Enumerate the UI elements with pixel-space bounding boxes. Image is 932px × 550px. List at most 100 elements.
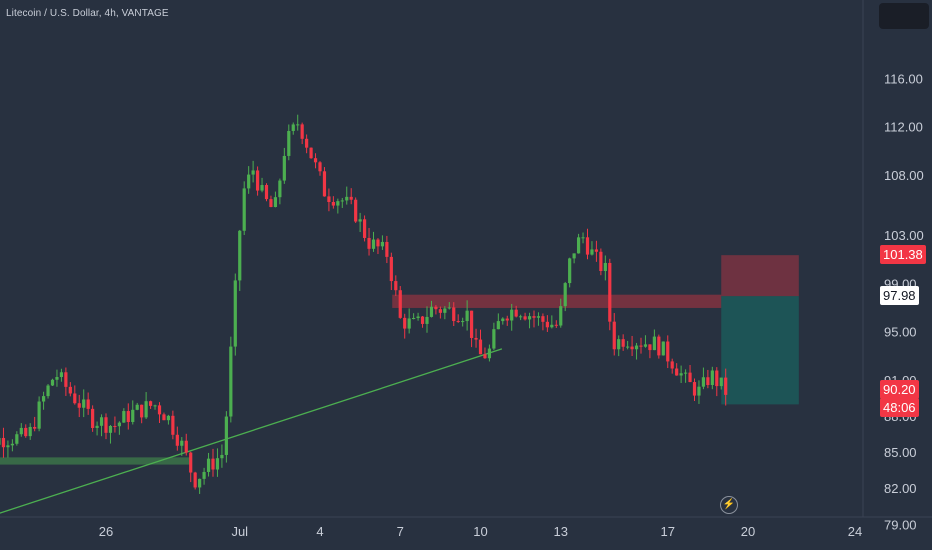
candle-up [429, 306, 434, 317]
candle-down [73, 393, 77, 404]
candle-up [697, 386, 701, 396]
candle-up [496, 321, 500, 330]
candle-down [322, 171, 327, 197]
candle-down [666, 341, 670, 362]
candle-up [99, 417, 104, 426]
candle-up [220, 454, 224, 459]
candle-down [367, 237, 371, 249]
candle-up [572, 253, 576, 259]
lightning-icon[interactable]: ⚡ [720, 496, 738, 514]
candle-down [1, 437, 6, 448]
candle-up [82, 399, 86, 408]
candle-up [443, 308, 447, 313]
candle-down [269, 199, 273, 207]
candle-up [590, 249, 594, 255]
candle-down [126, 411, 130, 422]
candle-down [86, 399, 90, 409]
candle-down [648, 344, 652, 351]
candle-down [692, 382, 697, 396]
candle-up [28, 426, 32, 437]
candle-up [563, 283, 567, 307]
candle-up [37, 401, 41, 429]
x-tick-label: 7 [397, 524, 404, 539]
candle-down [68, 386, 72, 394]
candle-down [255, 170, 260, 191]
candle-down [670, 361, 674, 369]
candle-up [215, 458, 220, 470]
candle-countdown-tag: 48:06 [880, 397, 919, 417]
candle-down [193, 472, 197, 488]
candle-down [33, 426, 37, 429]
candle-down [362, 219, 367, 238]
candle-down [474, 337, 478, 340]
candle-up [643, 344, 648, 347]
candle-down [434, 306, 438, 310]
candle-up [166, 415, 171, 421]
candle-up [536, 316, 541, 318]
candle-up [15, 434, 19, 444]
candle-up [617, 339, 621, 350]
candle-down [469, 310, 474, 338]
candle-up [260, 185, 264, 191]
candle-up [206, 458, 211, 472]
candle-down [483, 354, 487, 359]
candle-down [91, 408, 95, 428]
candle-down [157, 405, 162, 415]
candle-down [300, 124, 304, 139]
candle-down [389, 256, 393, 282]
trendline [0, 348, 503, 514]
candle-down [621, 339, 625, 347]
x-tick-label: Jul [231, 524, 248, 539]
candle-up [50, 379, 55, 386]
candle-up [487, 348, 492, 359]
y-tick-label: 103.00 [884, 228, 924, 243]
candle-down [715, 370, 719, 387]
candle-up [634, 345, 639, 350]
take-profit-zone [721, 296, 799, 405]
x-tick-label: 26 [99, 524, 113, 539]
candle-up [371, 239, 376, 249]
candle-down [175, 434, 179, 446]
candle-down [140, 404, 144, 418]
candle-up [41, 396, 46, 402]
candle-up [6, 445, 10, 448]
candle-up [683, 372, 688, 374]
candle-down [398, 290, 402, 318]
toolbar-toggle-button[interactable] [879, 3, 929, 29]
candle-up [710, 370, 714, 386]
x-tick-label: 10 [473, 524, 487, 539]
y-tick-label: 82.00 [884, 481, 917, 496]
candle-up [95, 425, 99, 428]
stop-price-tag: 101.38 [880, 245, 926, 265]
candle-up [465, 310, 469, 322]
candle-up [287, 130, 291, 156]
candle-down [608, 262, 612, 322]
candle-up [559, 306, 563, 326]
y-tick-label: 108.00 [884, 168, 924, 183]
candle-up [108, 425, 113, 433]
candle-down [113, 425, 117, 427]
candle-down [327, 196, 331, 203]
x-tick-label: 17 [661, 524, 675, 539]
entry-price-tag: 97.98 [880, 286, 919, 306]
candle-down [64, 372, 68, 387]
support-zone [0, 457, 192, 465]
candle-down [688, 372, 692, 383]
candle-down [318, 162, 322, 172]
candle-up [144, 401, 148, 418]
candle-down [403, 317, 407, 329]
resistance-zone [392, 294, 722, 308]
candle-down [456, 321, 460, 323]
candle-down [541, 316, 545, 322]
candle-down [148, 401, 153, 406]
candle-up [679, 373, 683, 376]
candle-down [211, 458, 215, 470]
candle-up [180, 440, 184, 446]
candle-up [345, 196, 349, 201]
candle-down [394, 281, 398, 291]
candle-down [532, 316, 536, 318]
y-tick-label: 85.00 [884, 445, 917, 460]
candle-up [122, 411, 126, 423]
